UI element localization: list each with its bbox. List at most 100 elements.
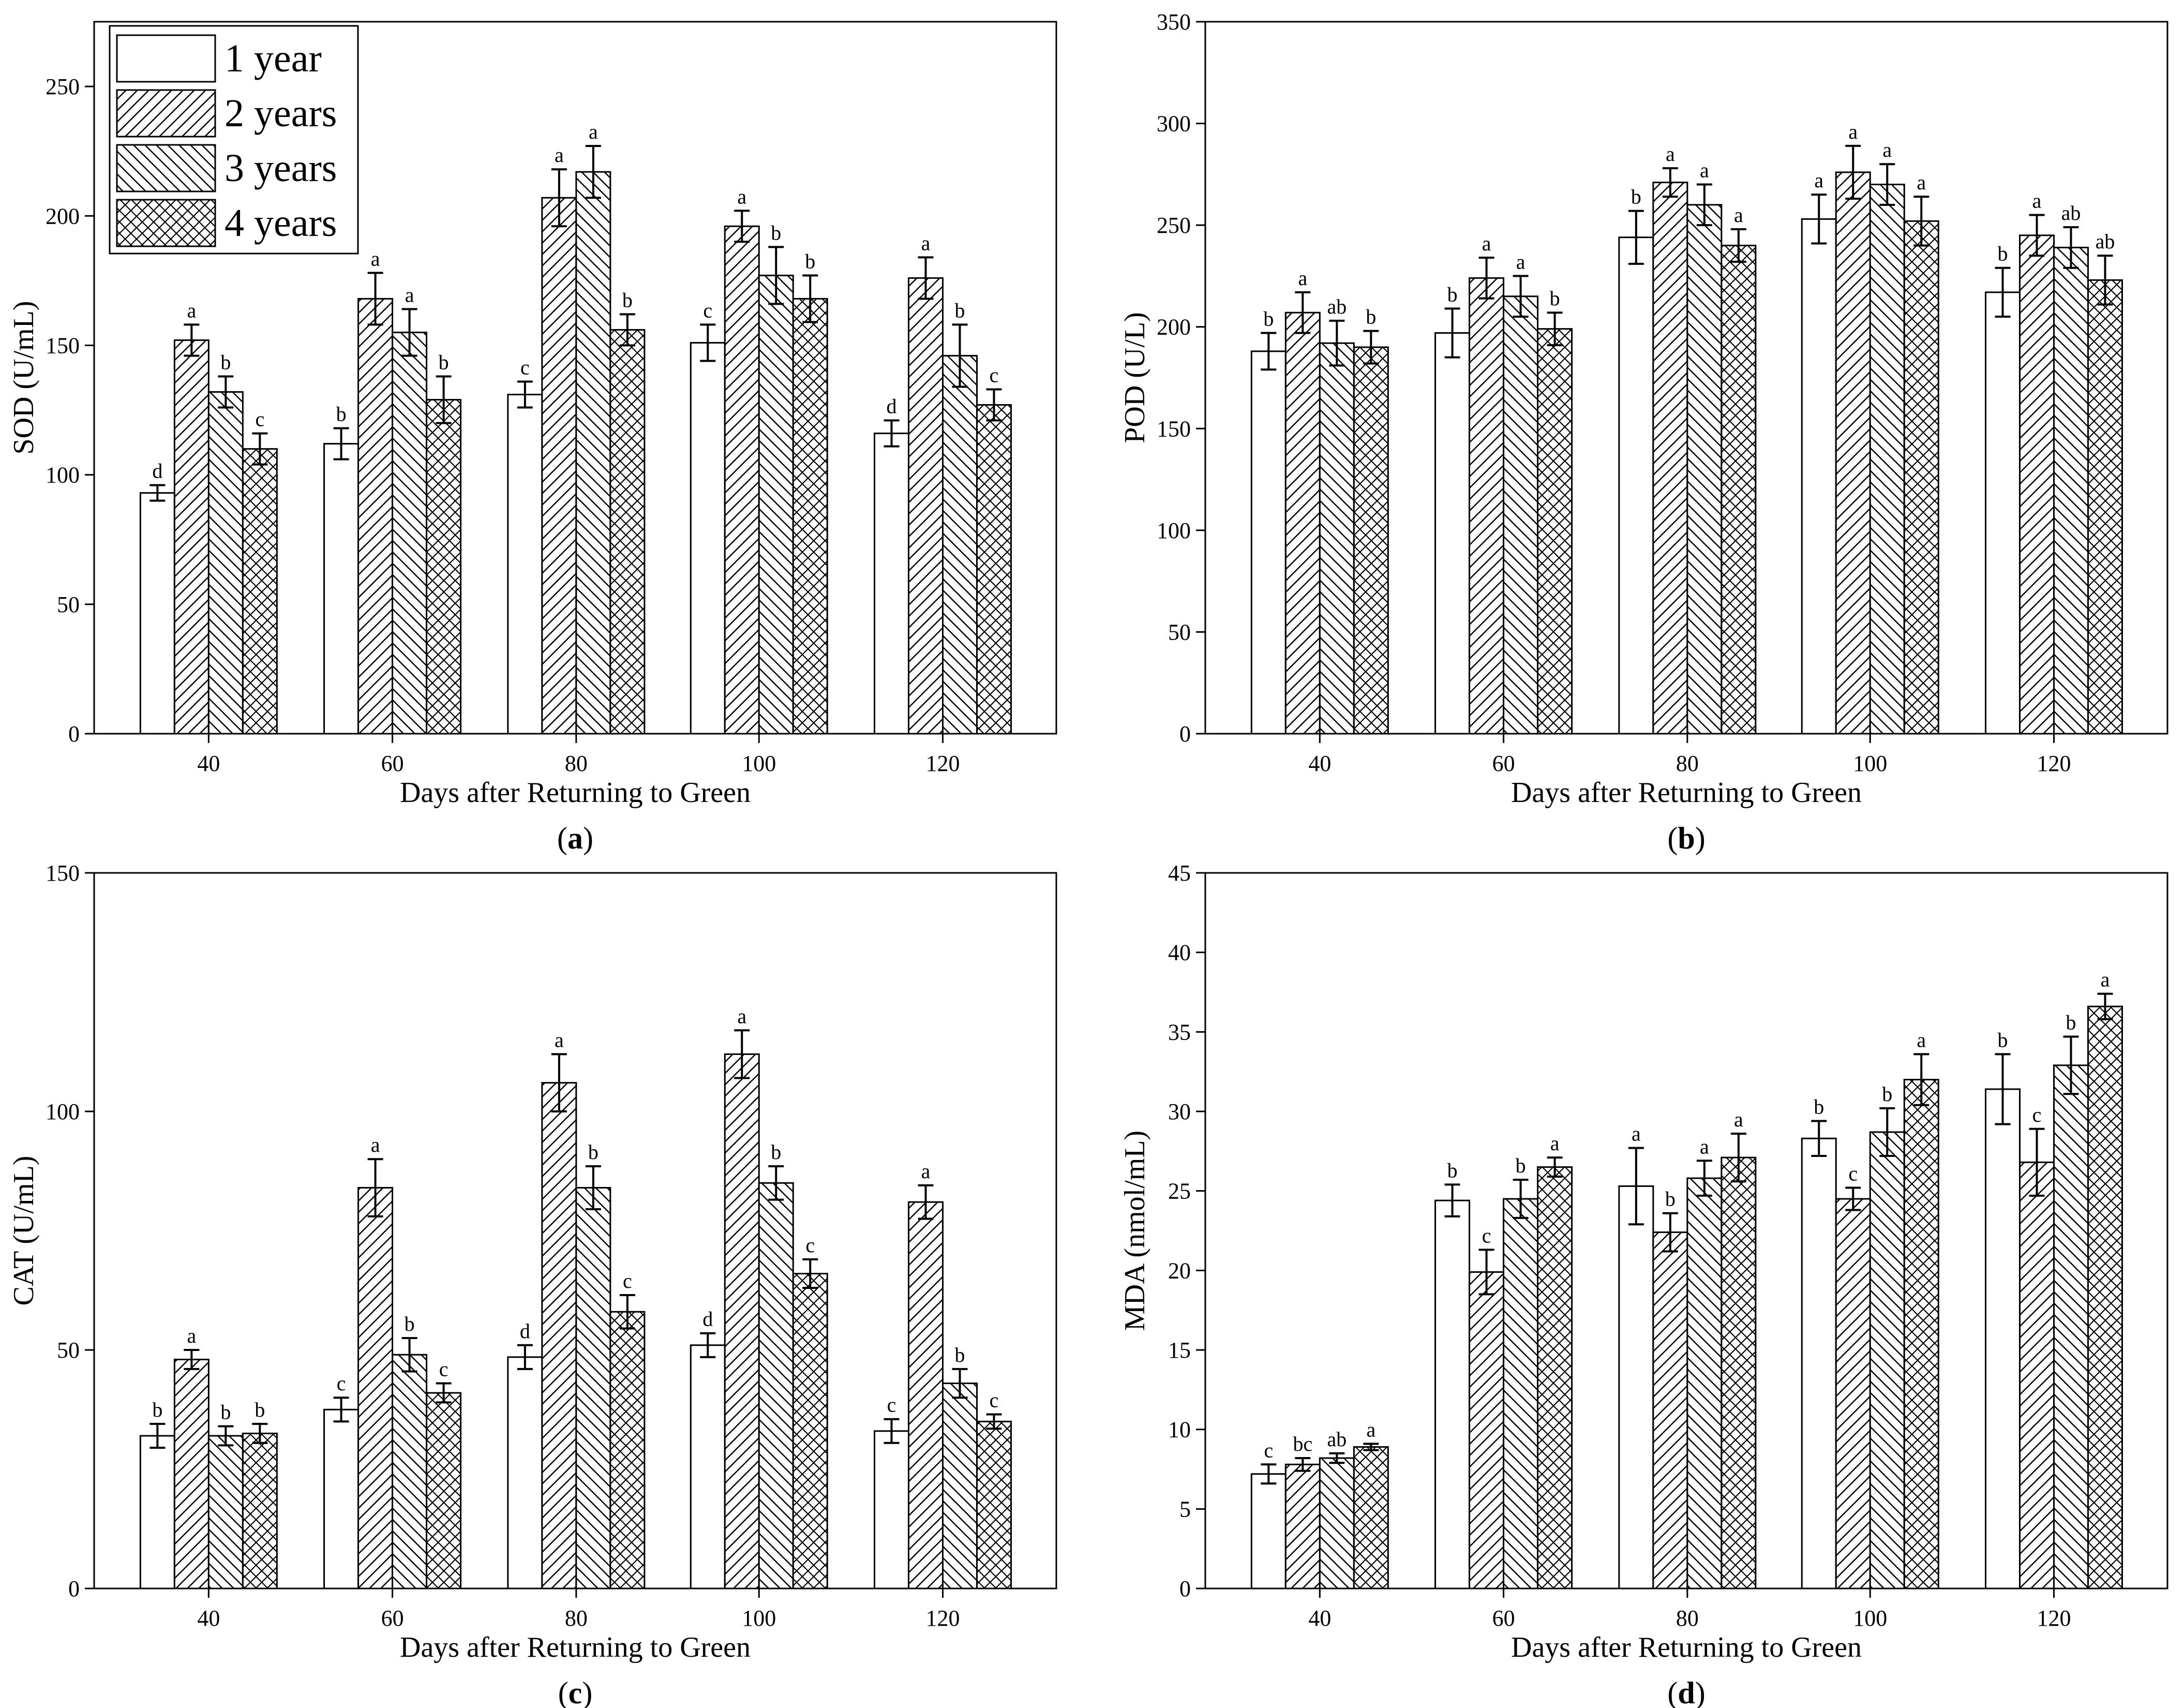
bar-2-years-60 [357, 1187, 394, 1590]
bar-1-year-100 [690, 1344, 726, 1590]
significance-letter: b [405, 1312, 415, 1335]
y-tick-label: 150 [46, 860, 80, 886]
bar-4-years-120 [976, 1420, 1012, 1590]
x-tick-label: 80 [565, 751, 588, 776]
bar-3-years-100 [1869, 1131, 1905, 1590]
bar-3-years-120 [942, 1383, 978, 1590]
bar-1-year-100 [690, 341, 726, 735]
x-tick-label: 100 [1853, 1606, 1887, 1631]
bar-4-years-40 [1353, 1446, 1389, 1590]
x-axis-title: Days after Returning to Green [400, 777, 751, 809]
significance-letter: b [1998, 1028, 2008, 1051]
y-tick-label: 100 [46, 1099, 80, 1124]
x-tick-label: 60 [381, 751, 404, 776]
x-tick-label: 40 [197, 751, 220, 776]
bar-1-year-40 [1250, 350, 1287, 735]
significance-letter: bc [1293, 1432, 1312, 1455]
bar-1-year-40 [1250, 1473, 1287, 1590]
x-tick-label: 80 [1676, 751, 1699, 776]
y-tick-label: 40 [1168, 940, 1191, 966]
significance-letter: a [1482, 232, 1491, 255]
significance-letter: c [255, 408, 264, 431]
bar-2-years-80 [541, 197, 577, 735]
legend-entry-label: 1 year [225, 37, 322, 80]
significance-letter: c [990, 364, 999, 387]
x-axis-title: Days after Returning to Green [1511, 1631, 1862, 1664]
y-tick-label: 150 [1157, 416, 1191, 441]
bar-1-year-40 [139, 492, 175, 735]
bar-1-year-120 [1985, 1088, 2021, 1590]
bar-3-years-60 [392, 1354, 428, 1590]
bar-2-years-40 [173, 1358, 210, 1590]
significance-letter: b [1631, 185, 1641, 209]
significance-letter: a [1814, 169, 1823, 192]
significance-letter: ab [1327, 295, 1347, 318]
bar-3-years-120 [942, 354, 978, 735]
y-axis-title: SOD (U/mL) [8, 301, 40, 454]
x-axis-title: Days after Returning to Green [400, 1631, 751, 1664]
y-tick-label: 5 [1179, 1496, 1191, 1522]
significance-letter: a [187, 1324, 196, 1347]
significance-letter: c [990, 1388, 999, 1412]
panel-label: (d) [1667, 1676, 1705, 1708]
panel-label: (a) [557, 821, 593, 855]
significance-letter: ab [2096, 230, 2115, 253]
bar-4-years-80 [1721, 244, 1757, 735]
bar-3-years-60 [1503, 1198, 1539, 1590]
significance-letter: a [1848, 120, 1858, 143]
y-axis-title: POD (U/L) [1119, 312, 1151, 443]
y-tick-label: 20 [1168, 1258, 1191, 1283]
significance-letter: c [337, 1372, 346, 1395]
y-tick-label: 15 [1168, 1338, 1191, 1363]
significance-letter: c [887, 1393, 896, 1417]
bar-4-years-100 [792, 1272, 828, 1590]
bar-3-years-60 [1503, 295, 1539, 735]
significance-letter: c [805, 1234, 815, 1257]
significance-letter: b [220, 1401, 231, 1424]
y-tick-label: 45 [1168, 860, 1191, 886]
y-tick-label: 100 [46, 463, 80, 488]
y-tick-label: 200 [46, 203, 80, 229]
bar-3-years-40 [207, 1435, 244, 1590]
significance-letter: b [771, 221, 781, 244]
bar-3-years-80 [575, 171, 611, 735]
y-axis-title: CAT (U/mL) [8, 1156, 40, 1306]
bar-2-years-100 [724, 1053, 760, 1590]
x-tick-label: 100 [742, 751, 776, 776]
bar-2-years-100 [1835, 1198, 1871, 1590]
significance-letter: b [1665, 1187, 1676, 1211]
significance-letter: a [1734, 203, 1743, 227]
bar-1-year-80 [1618, 236, 1654, 735]
significance-letter: a [1917, 171, 1926, 194]
significance-letter: a [371, 247, 380, 270]
y-tick-label: 350 [1157, 9, 1191, 35]
bar-1-year-80 [1618, 1185, 1654, 1590]
panel-c: 0 50 100 150 40 b a b b 60 c a b c 80 d a b c 100 d a b c 120 c a b… [8, 860, 1057, 1708]
bar-4-years-80 [609, 1311, 646, 1590]
significance-letter: a [737, 1004, 746, 1028]
bar-2-years-120 [2019, 1161, 2055, 1590]
significance-letter: b [255, 1398, 265, 1421]
significance-letter: a [1298, 266, 1307, 290]
x-tick-label: 80 [565, 1606, 588, 1631]
panel-label: (c) [558, 1676, 593, 1708]
significance-letter: b [955, 1343, 965, 1367]
bar-2-years-100 [1835, 171, 1871, 735]
y-tick-label: 250 [46, 74, 80, 99]
bar-3-years-120 [2053, 1064, 2089, 1590]
bar-4-years-80 [1721, 1156, 1757, 1590]
bar-1-year-80 [507, 1356, 543, 1590]
significance-letter: a [1666, 142, 1675, 166]
bar-4-years-60 [426, 1392, 462, 1590]
x-tick-label: 40 [1308, 1606, 1331, 1631]
bar-1-year-80 [507, 394, 543, 735]
bar-2-years-120 [908, 1201, 944, 1590]
x-axis-title: Days after Returning to Green [1511, 777, 1862, 809]
significance-letter: d [887, 395, 897, 418]
bar-1-year-40 [139, 1435, 175, 1590]
significance-letter: b [336, 403, 347, 426]
bar-1-year-120 [874, 433, 910, 735]
significance-letter: d [520, 1319, 530, 1343]
significance-letter: a [1700, 1135, 1709, 1158]
significance-letter: a [1734, 1108, 1743, 1131]
